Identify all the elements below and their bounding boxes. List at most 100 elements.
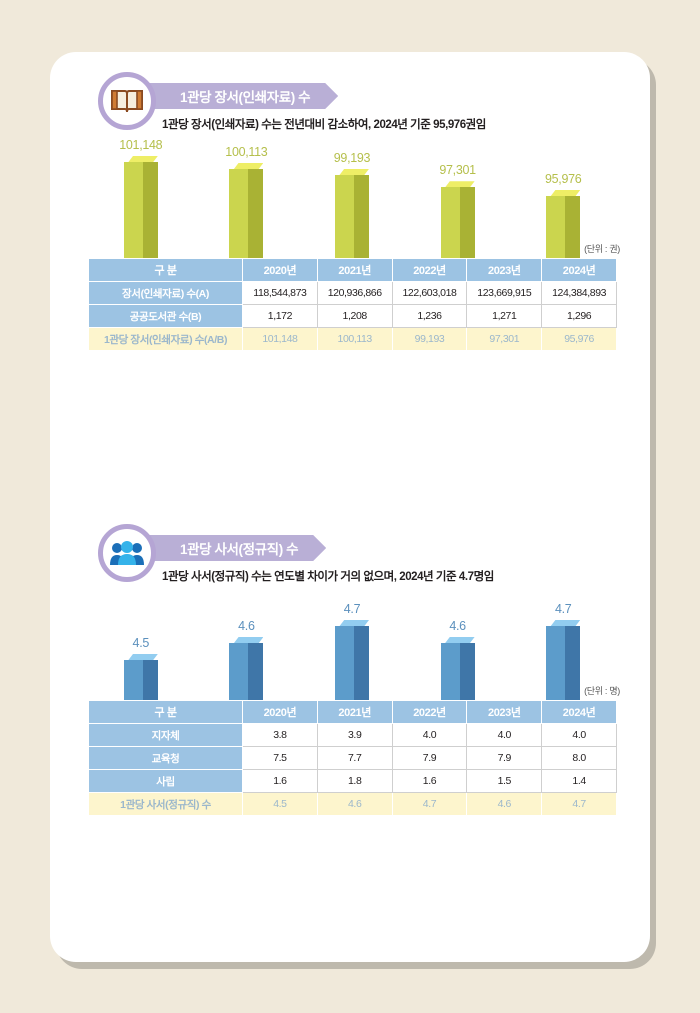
table-cell: 4.7 (391, 792, 468, 816)
table-cell: 4.6 (466, 792, 543, 816)
table-header-row: 구 분 2020년 2021년 2022년 2023년 2024년 (88, 258, 617, 282)
section-header: 1관당 사서(정규직) 수 1관당 사서(정규직) 수는 연도별 차이가 거의 … (50, 522, 650, 592)
bar-2023년 (440, 637, 475, 710)
table-cell: 1.5 (466, 769, 543, 793)
table-cell: 1,208 (316, 304, 393, 328)
table-col-header: 2021년 (316, 700, 393, 724)
data-table-books-wrap: 구 분 2020년 2021년 2022년 2023년 2024년 장서(인쇄자료) 수(A… (88, 258, 617, 351)
table-header-row: 구 분 2020년 2021년 2022년 2023년 2024년 (88, 700, 617, 724)
table-row-label: 사립 (88, 769, 243, 793)
people-group-icon (98, 524, 156, 582)
table-cell: 1.6 (391, 769, 468, 793)
table-cell: 1.8 (316, 769, 393, 793)
bar-2022년 (335, 620, 369, 710)
bar-2022년 (335, 168, 369, 268)
table-cell: 100,113 (316, 327, 393, 351)
bar-chart-books: 101,148 2020년 100,113 2021년 99,193 2022년 97,30… (50, 138, 650, 296)
table-cell: 7.7 (316, 746, 393, 770)
table-cell: 97,301 (466, 327, 543, 351)
table-cell: 95,976 (541, 327, 617, 351)
section-banner-label: 1관당 장서(인쇄자료) 수 (138, 83, 338, 109)
table-cell: 1.4 (541, 769, 617, 793)
table-cell: 99,193 (391, 327, 468, 351)
bar-2021년 (229, 162, 264, 268)
open-book-icon (98, 72, 156, 130)
table-row: 공공도서관 수(B) 1,172 1,208 1,236 1,271 1,296 (88, 304, 617, 328)
table-row-label: 장서(인쇄자료) 수(A) (88, 281, 243, 305)
table-cell: 1,236 (391, 304, 468, 328)
data-table-librarians-wrap: 구 분 2020년 2021년 2022년 2023년 2024년 지자체 3.8 3.9 4.0… (88, 700, 617, 816)
section-books-per-library: 1관당 장서(인쇄자료) 수 1관당 장서(인쇄자료) 수는 전년대비 감소하여… (50, 70, 650, 351)
table-cell: 7.5 (242, 746, 318, 770)
table-cell: 122,603,018 (391, 281, 468, 305)
table-cell: 4.0 (466, 723, 543, 747)
bar-value-label: 4.7 (554, 602, 572, 616)
table-row: 사립 1.6 1.8 1.6 1.5 1.4 (88, 769, 617, 793)
bar-value-label: 4.7 (343, 602, 361, 616)
table-col-header: 구 분 (88, 258, 243, 282)
table-row-label: 1관당 장서(인쇄자료) 수(A/B) (88, 327, 243, 351)
table-col-header: 2021년 (316, 258, 393, 282)
table-cell: 101,148 (242, 327, 318, 351)
content-card: 1관당 장서(인쇄자료) 수 1관당 장서(인쇄자료) 수는 전년대비 감소하여… (50, 52, 650, 962)
table-col-header: 2022년 (391, 258, 468, 282)
table-cell: 1,296 (541, 304, 617, 328)
table-col-header: 2024년 (541, 700, 617, 724)
bar-2023년 (440, 181, 475, 268)
table-cell: 120,936,866 (316, 281, 393, 305)
table-col-header: 2024년 (541, 258, 617, 282)
bar-value-label: 101,148 (119, 138, 163, 152)
table-row: 장서(인쇄자료) 수(A) 118,544,873 120,936,866 122,6… (88, 281, 617, 305)
table-col-header: 2020년 (242, 258, 318, 282)
section-librarians-per-library: 1관당 사서(정규직) 수 1관당 사서(정규직) 수는 연도별 차이가 거의 … (50, 522, 650, 816)
table-col-header: 2020년 (242, 700, 318, 724)
table-cell: 7.9 (466, 746, 543, 770)
bar-value-label: 4.6 (449, 619, 466, 633)
table-row-label: 공공도서관 수(B) (88, 304, 243, 328)
table-cell: 8.0 (541, 746, 617, 770)
table-cell: 1,271 (466, 304, 543, 328)
table-row: 지자체 3.8 3.9 4.0 4.0 4.0 (88, 723, 617, 747)
bar-2024년 (546, 620, 581, 710)
table-cell: 1.6 (242, 769, 318, 793)
table-row: 1관당 장서(인쇄자료) 수(A/B) 101,148 100,113 99,193 9… (88, 327, 617, 351)
table-col-header: 구 분 (88, 700, 243, 724)
table-cell: 4.0 (541, 723, 617, 747)
bar-2020년 (123, 156, 158, 268)
table-cell: 7.9 (391, 746, 468, 770)
table-cell: 4.0 (391, 723, 468, 747)
table-cell: 3.8 (242, 723, 318, 747)
bar-value-label: 95,976 (544, 172, 582, 186)
bar-value-label: 100,113 (225, 144, 268, 159)
bar-2024년 (546, 190, 581, 268)
table-row: 교육청 7.5 7.7 7.9 7.9 8.0 (88, 746, 617, 770)
table-col-header: 2023년 (466, 258, 543, 282)
table-cell: 1,172 (242, 304, 318, 328)
table-col-header: 2022년 (391, 700, 468, 724)
section-subtitle: 1관당 장서(인쇄자료) 수는 전년대비 감소하여, 2024년 기준 95,9… (162, 119, 486, 131)
data-table-librarians: 구 분 2020년 2021년 2022년 2023년 2024년 지자체 3.8 3.9 4.0… (88, 700, 617, 816)
data-table-books: 구 분 2020년 2021년 2022년 2023년 2024년 장서(인쇄자료) 수(A… (88, 258, 617, 351)
table-cell: 4.7 (541, 792, 617, 816)
table-cell: 3.9 (316, 723, 393, 747)
bar-value-label: 99,193 (333, 150, 371, 165)
chart-unit-note: (단위 : 명) (584, 686, 620, 696)
bar-value-label: 97,301 (439, 163, 476, 178)
table-row-label: 1관당 사서(정규직) 수 (88, 792, 243, 816)
section-header: 1관당 장서(인쇄자료) 수 1관당 장서(인쇄자료) 수는 전년대비 감소하여… (50, 70, 650, 140)
bar-value-label: 4.6 (238, 619, 255, 633)
table-col-header: 2023년 (466, 700, 543, 724)
table-cell: 118,544,873 (242, 281, 318, 305)
table-cell: 124,384,893 (541, 281, 617, 305)
table-cell: 4.6 (316, 792, 393, 816)
table-row-label: 교육청 (88, 746, 243, 770)
table-cell: 123,669,915 (466, 281, 543, 305)
bar-2020년 (123, 654, 158, 710)
chart-unit-note: (단위 : 권) (584, 244, 620, 254)
table-cell: 4.5 (242, 792, 318, 816)
bar-value-label: 4.5 (132, 636, 150, 650)
table-row: 1관당 사서(정규직) 수 4.5 4.6 4.7 4.6 4.7 (88, 792, 617, 816)
table-row-label: 지자체 (88, 723, 243, 747)
section-subtitle: 1관당 사서(정규직) 수는 연도별 차이가 거의 없으며, 2024년 기준 … (162, 571, 494, 583)
